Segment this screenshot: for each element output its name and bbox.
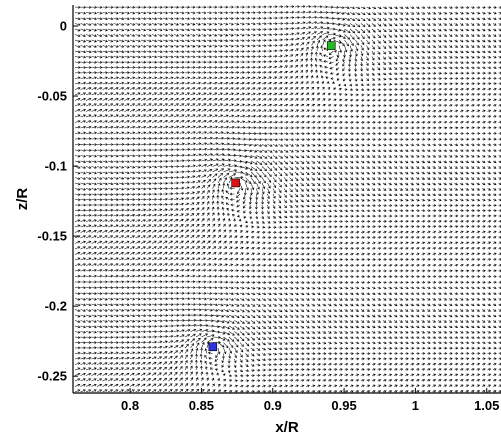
- vector-field: [74, 5, 501, 393]
- y-tick-label: -0.15: [37, 229, 67, 244]
- x-axis-title: x/R: [275, 419, 299, 436]
- vortex-core-marker: [231, 178, 240, 188]
- y-tick-label: 0: [60, 19, 67, 34]
- y-tick-label: -0.2: [45, 299, 67, 314]
- y-tick-label: -0.25: [37, 369, 67, 384]
- x-tick-label: 0.9: [264, 398, 282, 413]
- y-axis-title: z/R: [14, 188, 31, 211]
- y-tick-label: -0.05: [37, 89, 67, 104]
- x-tick-label: 0.85: [189, 398, 214, 413]
- x-tick-label: 0.95: [331, 398, 356, 413]
- y-tick-label: -0.1: [45, 159, 67, 174]
- vortex-core-marker: [208, 342, 218, 352]
- x-tick-label: 0.8: [121, 398, 139, 413]
- velocity-arrows: [74, 5, 501, 393]
- x-tick-label: 1.05: [474, 398, 499, 413]
- plot-background: [73, 5, 501, 393]
- x-ticks: 0.8 0.85 0.9 0.95 1 1.05: [121, 388, 499, 413]
- vortex-core-markers: [208, 41, 336, 352]
- y-ticks: 0 -0.05 -0.1 -0.15 -0.2 -0.25: [37, 19, 78, 384]
- vortex-core-marker: [326, 41, 336, 50]
- x-tick-label: 1: [412, 398, 419, 413]
